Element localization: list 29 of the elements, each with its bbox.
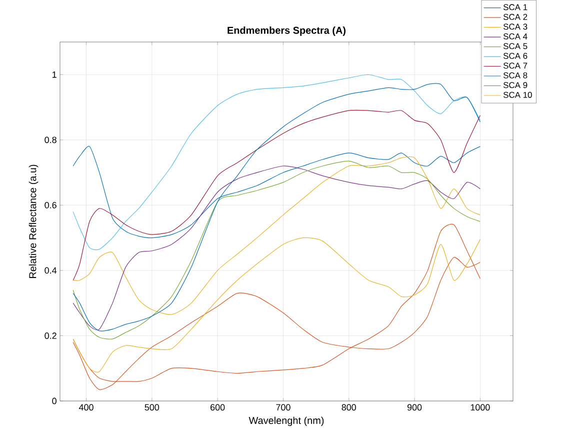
x-tick-label: 700: [276, 404, 290, 411]
line-series: [72, 110, 480, 281]
legend-label: SCA 9: [503, 82, 528, 88]
x-tick-label: 800: [342, 404, 356, 411]
x-tick-label: 1000: [470, 404, 490, 411]
x-tick-label: 600: [210, 404, 225, 411]
legend-label: SCA 1: [503, 4, 528, 10]
legend-label: SCA 2: [503, 14, 528, 20]
y-tick-label: 0.2: [44, 332, 56, 339]
legend-label: SCA 10: [503, 92, 532, 98]
y-tick-label: 0.4: [44, 267, 57, 274]
y-axis-title: Relative Reflectance (a.u): [28, 164, 38, 278]
x-tick-label: 500: [144, 404, 160, 411]
line-series: [72, 74, 480, 250]
line-series: [72, 83, 480, 332]
chart-title: Endmembers Spectra (A): [228, 26, 346, 36]
x-axis-title: Wavelenght (nm): [248, 416, 324, 426]
legend-label: SCA 6: [503, 52, 528, 59]
y-tick-label: 0.8: [44, 136, 56, 144]
legend-label: SCA 5: [503, 43, 528, 50]
x-tick-label: 900: [407, 404, 422, 411]
legend-label: SCA 7: [503, 62, 528, 69]
legend-label: SCA 3: [503, 24, 528, 30]
legend-label: SCA 8: [503, 72, 528, 78]
y-tick-label: 0: [52, 398, 56, 404]
legend-label: SCA 4: [503, 33, 528, 40]
x-tick-label: 400: [78, 404, 94, 411]
y-tick-label: 1: [52, 72, 56, 78]
y-tick-label: 0.6: [44, 202, 56, 208]
